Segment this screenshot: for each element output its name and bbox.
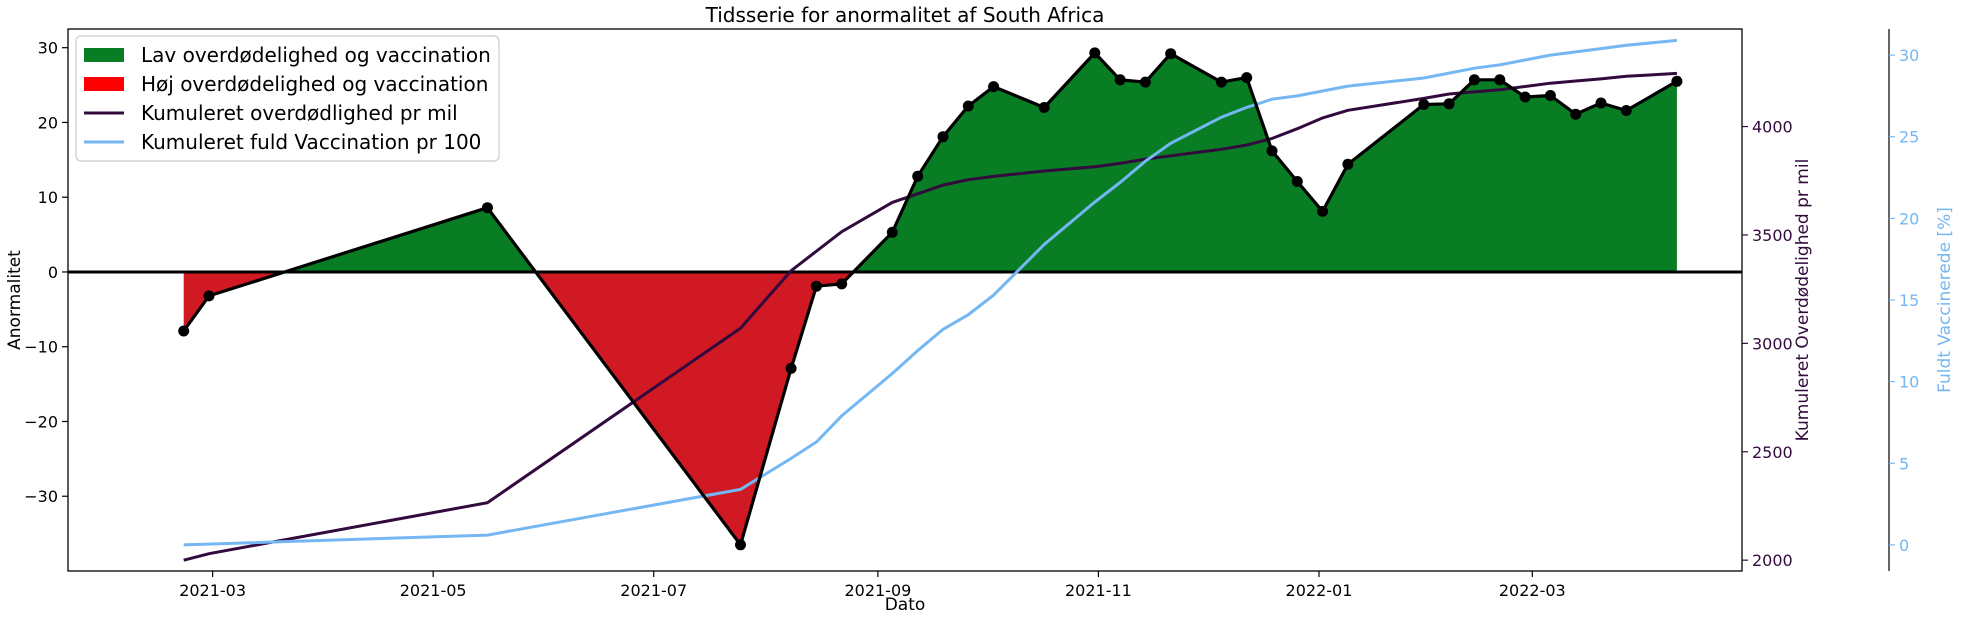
anomaly-point	[836, 278, 848, 290]
y3-tick-label: 20	[1899, 209, 1919, 228]
y3-tick-label: 0	[1899, 536, 1909, 555]
x-tick-label: 2021-05	[400, 581, 467, 600]
negative-anomaly-area	[535, 272, 854, 545]
anomaly-point	[1139, 76, 1151, 88]
anomaly-point	[1468, 74, 1480, 86]
legend-swatch	[84, 77, 124, 91]
plot-area	[68, 38, 1742, 562]
anomaly-point	[988, 81, 1000, 93]
legend-swatch	[84, 48, 124, 62]
y3-tick-label: 15	[1899, 291, 1919, 310]
mortality-line	[183, 71, 1677, 562]
anomaly-point	[1620, 105, 1632, 116]
x-tick-label: 2021-09	[844, 581, 911, 600]
anomaly-point	[1266, 145, 1278, 157]
legend-label: Lav overdødelighed og vaccination	[141, 43, 491, 67]
anomaly-point	[1165, 48, 1177, 60]
y3-tick-label: 30	[1899, 46, 1919, 65]
legend-label: Kumuleret fuld Vaccination pr 100	[141, 130, 481, 154]
chart-title: Tidsserie for anormalitet af South Afric…	[705, 3, 1105, 27]
anomaly-point	[735, 539, 746, 551]
anomaly-point	[1342, 158, 1354, 170]
anomaly-point	[937, 131, 949, 143]
y-tick-label: 30	[38, 39, 58, 58]
x-tick-label: 2022-01	[1286, 581, 1353, 600]
legend-label: Kumuleret overdødlighed pr mil	[141, 101, 458, 125]
anomaly-point	[1317, 205, 1329, 217]
legend-label: Høj overdødelighed og vaccination	[141, 72, 488, 96]
negative-anomaly-area	[183, 272, 285, 331]
anomaly-point	[203, 290, 215, 302]
vaccination-line	[183, 38, 1678, 547]
anomaly-point	[1418, 99, 1430, 110]
y2-tick-label: 4000	[1752, 118, 1793, 137]
anomaly-point	[1595, 97, 1607, 109]
anomaly-point	[1671, 75, 1683, 87]
y2-tick-label: 2500	[1752, 443, 1793, 462]
anomaly-point	[1038, 102, 1050, 113]
y2-tick-label: 3000	[1752, 334, 1793, 353]
anomaly-point	[886, 226, 898, 238]
positive-anomaly-area	[284, 207, 536, 272]
anomaly-point	[1114, 74, 1126, 86]
y2-axis-label: Kumuleret Overdødelighed pr mil	[1793, 159, 1813, 442]
anomaly-point	[1443, 98, 1455, 110]
anomaly-point	[1494, 74, 1506, 86]
y3-axis-label: Fuldt Vaccinerede [%]	[1935, 207, 1955, 393]
x-axis-label: Dato	[885, 595, 926, 615]
plot-frame	[67, 28, 1743, 572]
legend: Lav overdødelighed og vaccination Høj ove…	[75, 35, 500, 162]
y3-tick-label: 25	[1899, 128, 1919, 147]
y-axis-mortality: 4000 3500 3000 2500 2000	[1742, 118, 1793, 570]
anomaly-point	[810, 280, 822, 292]
legend-items: Lav overdødelighed og vaccination Høj ove…	[84, 43, 491, 154]
positive-anomaly-area	[853, 52, 1677, 273]
y3-tick-label: 5	[1899, 454, 1909, 473]
x-tick-label: 2021-03	[179, 581, 246, 600]
y3-tick-label: 10	[1899, 373, 1919, 392]
y-tick-label: 0	[48, 263, 58, 282]
anomaly-point	[1241, 72, 1253, 84]
y-axis-left: 30 20 10 0 −10 −20 −30	[24, 39, 68, 506]
y2-tick-label: 3500	[1752, 226, 1793, 245]
y-tick-label: −10	[24, 338, 58, 357]
anomaly-points	[178, 47, 1683, 551]
anomaly-point	[785, 362, 797, 374]
anomaly-point	[962, 100, 974, 112]
y-tick-label: −20	[24, 412, 58, 431]
y-axis-label: Anormalitet	[5, 250, 25, 350]
x-tick-label: 2022-03	[1499, 581, 1566, 600]
anomaly-point	[1291, 176, 1303, 187]
anomaly-point	[1089, 47, 1101, 59]
x-axis: 2021-03 2021-05 2021-07 2021-09 2021-11 2022-…	[179, 571, 1566, 600]
y2-tick-label: 2000	[1752, 551, 1793, 570]
y-tick-label: −30	[24, 487, 58, 506]
anomaly-point	[178, 325, 190, 337]
anomaly-point	[1215, 76, 1227, 88]
x-tick-label: 2021-11	[1065, 581, 1132, 600]
anomaly-point	[1570, 108, 1582, 120]
x-tick-label: 2021-07	[620, 581, 687, 600]
y-tick-label: 10	[38, 188, 58, 207]
y-tick-label: 20	[38, 113, 58, 132]
legend-box	[75, 35, 500, 162]
anomaly-point	[1519, 91, 1531, 103]
y-axis-vaccination: 30 25 20 15 10 5 0	[1888, 29, 1919, 571]
anomaly-point	[912, 170, 924, 182]
anomaly-fills	[183, 52, 1677, 545]
anomaly-point	[1544, 90, 1556, 101]
anomaly-point	[481, 202, 493, 214]
